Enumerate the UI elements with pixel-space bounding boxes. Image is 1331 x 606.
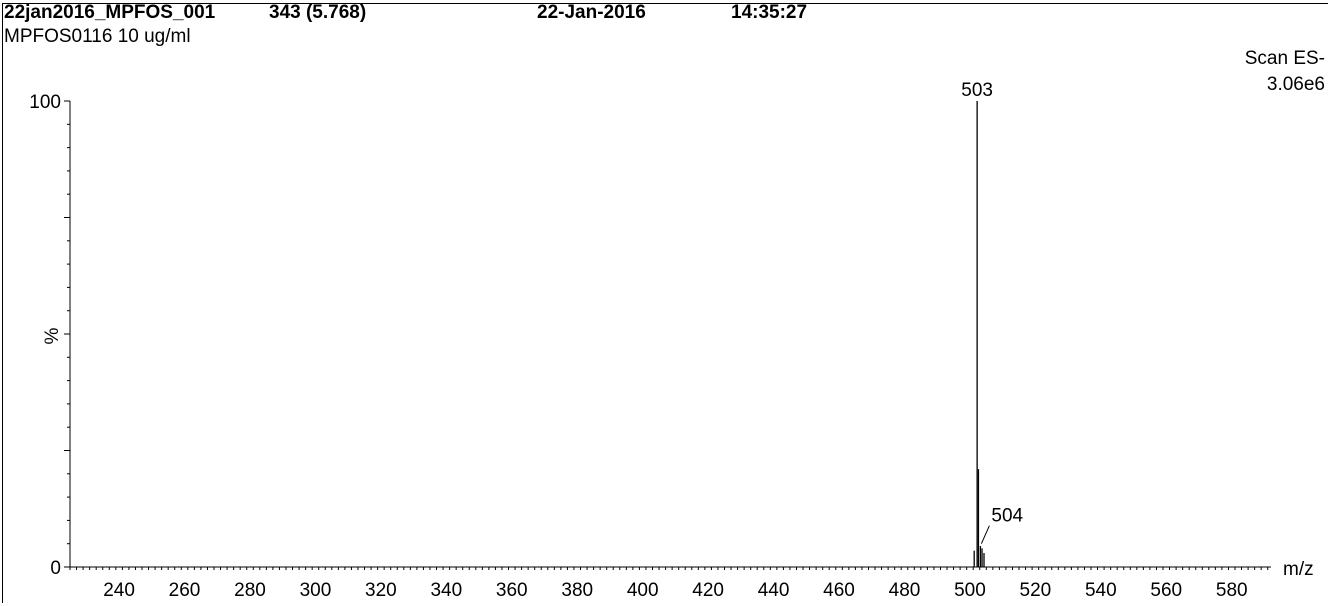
spectrum-panel	[2, 3, 1328, 603]
x-tick-label: 360	[496, 580, 528, 601]
sample-name: MPFOS0116 10 ug/ml	[4, 26, 191, 47]
x-tick-label: 320	[365, 580, 397, 601]
base-peak-intensity: 3.06e6	[1266, 74, 1325, 95]
scan-info: 343 (5.768)	[269, 2, 367, 23]
x-tick-label: 340	[430, 580, 462, 601]
x-tick-label: 500	[954, 580, 986, 601]
x-tick-label: 580	[1216, 580, 1248, 601]
file-name: 22jan2016_MPFOS_001	[4, 2, 216, 23]
y-axis-label: %	[42, 327, 63, 344]
acquisition-time: 14:35:27	[731, 2, 808, 23]
peak-label-leader	[980, 525, 990, 544]
peak-label: 503	[961, 80, 993, 101]
x-tick-label: 300	[300, 580, 332, 601]
x-axis-label: m/z	[1283, 559, 1314, 580]
x-tick-label: 440	[758, 580, 790, 601]
y-tick-label: 100	[29, 92, 61, 113]
x-tick-label: 460	[823, 580, 855, 601]
x-tick-label: 380	[561, 580, 593, 601]
x-tick-label: 540	[1085, 580, 1117, 601]
x-tick-label: 240	[103, 580, 135, 601]
x-tick-label: 520	[1020, 580, 1052, 601]
peak-label: 504	[991, 506, 1023, 527]
x-tick-label: 260	[169, 580, 201, 601]
x-tick-label: 480	[889, 580, 921, 601]
acquisition-date: 22-Jan-2016	[537, 2, 646, 23]
x-tick-label: 420	[692, 580, 724, 601]
x-tick-label: 400	[627, 580, 659, 601]
y-tick-label: 0	[50, 558, 61, 579]
x-tick-label: 560	[1150, 580, 1182, 601]
scan-mode: Scan ES-	[1244, 48, 1325, 69]
x-tick-label: 280	[234, 580, 266, 601]
